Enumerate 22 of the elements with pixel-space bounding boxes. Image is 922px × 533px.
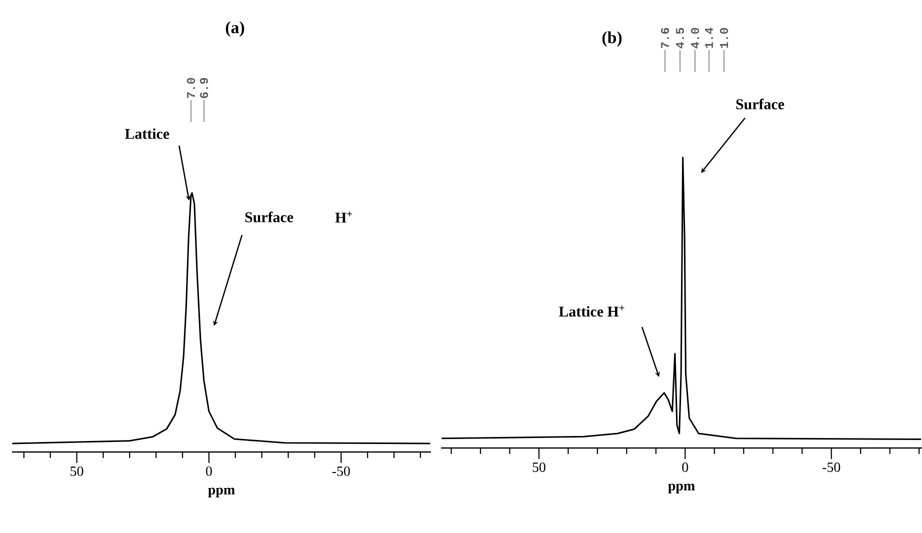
annotation: Lattice H$^{+}$ bbox=[558, 305, 624, 317]
chart-title: (b) bbox=[602, 31, 622, 47]
text: 4.5 bbox=[676, 28, 684, 48]
x-tick-label: 0 bbox=[682, 462, 688, 472]
x-tick-label: 50 bbox=[70, 466, 84, 476]
x-axis-title: ppm bbox=[208, 488, 235, 498]
x-tick-label: 0 bbox=[206, 466, 212, 476]
chart-title: (a) bbox=[226, 21, 244, 37]
text: 4.0 bbox=[690, 28, 700, 48]
text: 1.0 bbox=[720, 28, 728, 48]
text: 7.6 bbox=[660, 28, 670, 48]
annotation: H$^{+}$ bbox=[335, 211, 352, 223]
x-tick-label: -50 bbox=[332, 466, 350, 476]
annotation: Surface bbox=[245, 212, 294, 222]
x-tick-label: 50 bbox=[532, 462, 546, 472]
x-tick-label: -50 bbox=[822, 462, 840, 472]
text: 6.9 bbox=[200, 78, 208, 98]
text: 1.4 bbox=[705, 28, 713, 48]
x-axis-title: ppm bbox=[668, 484, 695, 494]
text: Surface bbox=[736, 98, 784, 110]
text: 7.0 bbox=[186, 78, 196, 98]
annotation: Lattice bbox=[124, 128, 170, 139]
